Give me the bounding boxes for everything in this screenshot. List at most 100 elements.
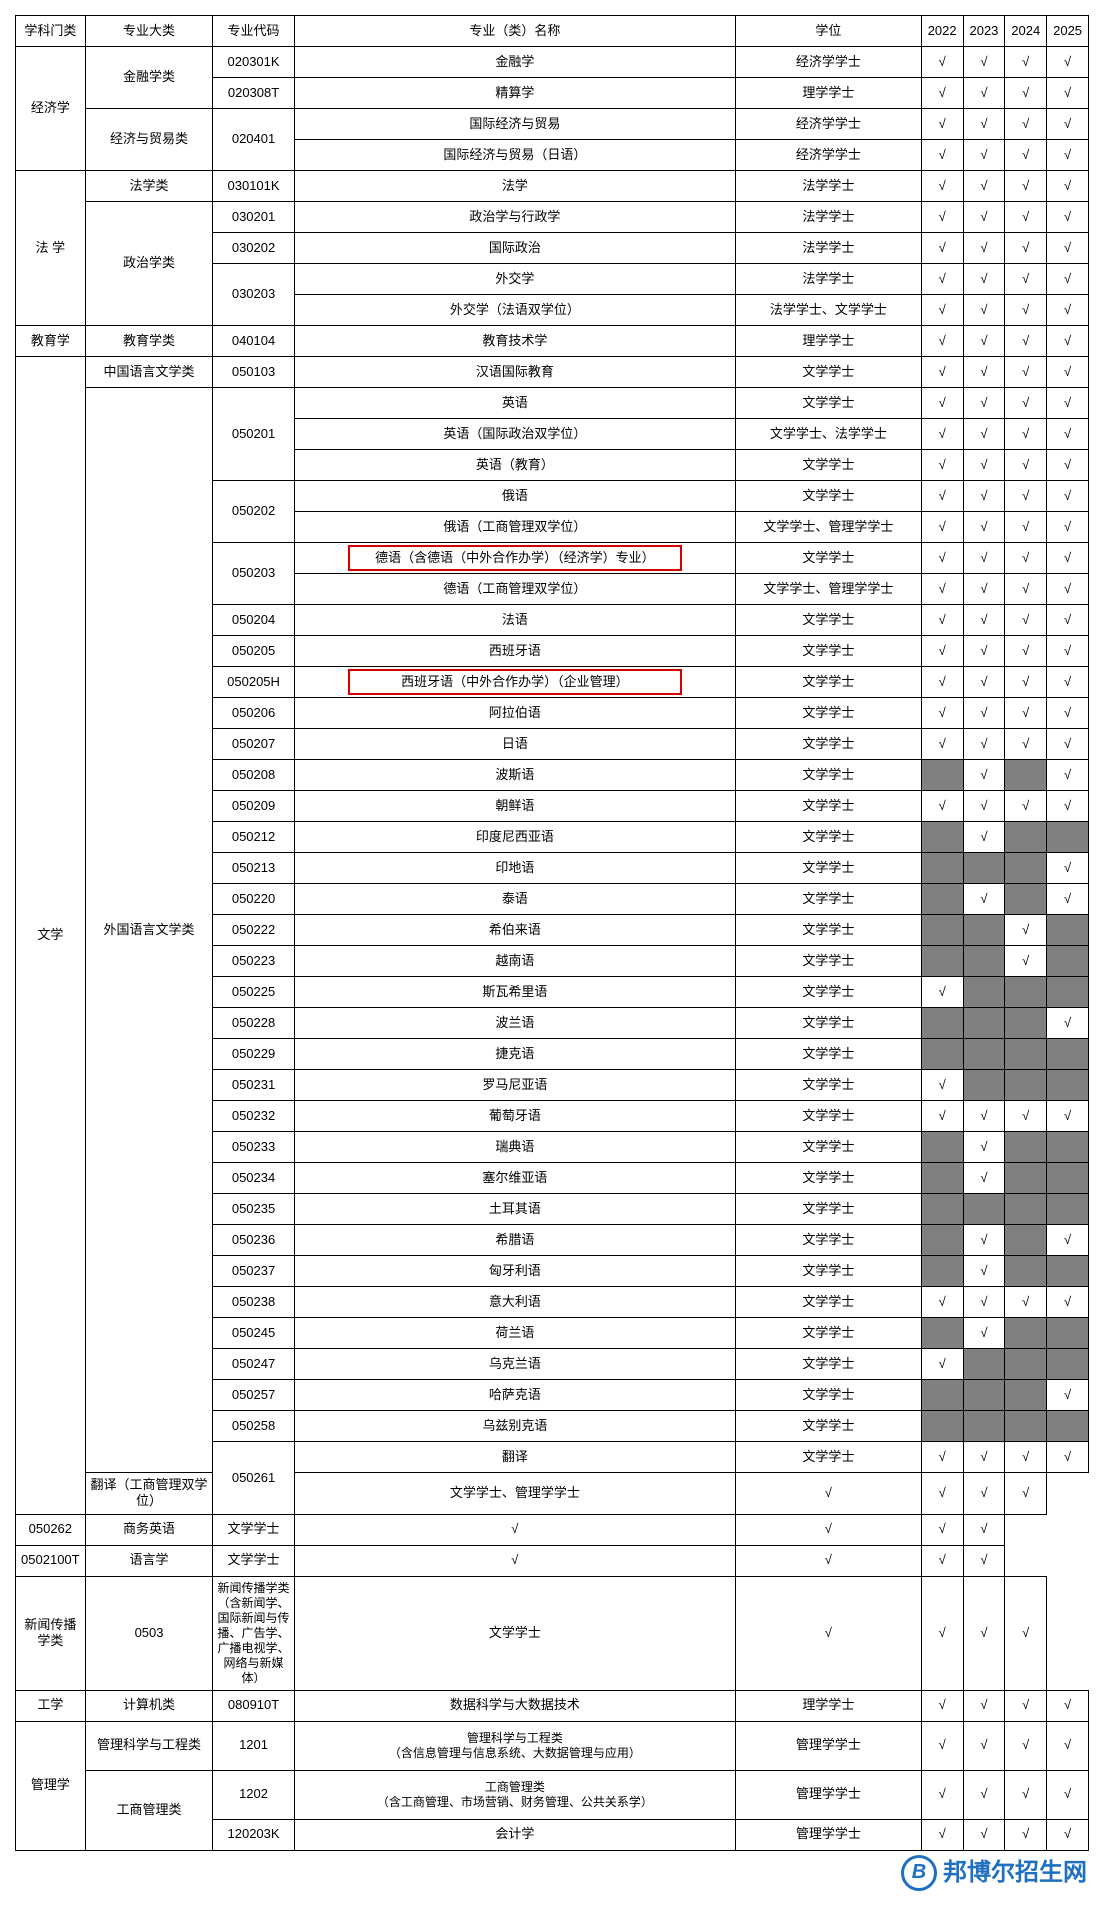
cell-year [1047, 326, 1089, 357]
cell-year [921, 109, 963, 140]
cell-year [1047, 47, 1089, 78]
col-major-cat: 专业大类 [85, 16, 213, 47]
cell-major-name: 越南语 [294, 946, 735, 977]
cell-major-name: 新闻传播学类（含新闻学、国际新闻与传播、广告学、广播电视学、网络与新媒体） [213, 1576, 294, 1690]
cell-major-cat: 金融学类 [85, 47, 213, 109]
cell-degree: 文学学士 [735, 698, 921, 729]
cell-year [921, 1132, 963, 1163]
cell-year [1005, 78, 1047, 109]
cell-year [1047, 1770, 1089, 1819]
cell-code: 050103 [213, 357, 294, 388]
cell-code: 0502100T [16, 1545, 86, 1576]
cell-year [735, 1473, 921, 1515]
cell-code: 050223 [213, 946, 294, 977]
cell-code: 050237 [213, 1256, 294, 1287]
cell-year [1047, 109, 1089, 140]
majors-table: 学科门类 专业大类 专业代码 专业（类）名称 学位 2022 2023 2024… [15, 15, 1089, 1851]
cell-year [1047, 1225, 1089, 1256]
cell-code: 050245 [213, 1318, 294, 1349]
cell-year [1005, 1411, 1047, 1442]
cell-year [963, 667, 1005, 698]
cell-year [1047, 1256, 1089, 1287]
table-row: 工学计算机类080910T数据科学与大数据技术理学学士 [16, 1690, 1089, 1721]
cell-year [963, 1318, 1005, 1349]
cell-major-cat: 法学类 [85, 171, 213, 202]
cell-major-name: 工商管理类（含工商管理、市场营销、财务管理、公共关系学） [294, 1770, 735, 1819]
cell-year [963, 1473, 1005, 1515]
cell-year [963, 977, 1005, 1008]
cell-year [921, 1442, 963, 1473]
cell-major-name: 国际经济与贸易（日语） [294, 140, 735, 171]
cell-year [963, 574, 1005, 605]
cell-year [1047, 388, 1089, 419]
cell-year [921, 946, 963, 977]
cell-year [963, 481, 1005, 512]
cell-discipline: 管理学 [16, 1721, 86, 1850]
cell-year [921, 1770, 963, 1819]
cell-code: 020401 [213, 109, 294, 171]
cell-major-name: 会计学 [294, 1819, 735, 1850]
col-2025: 2025 [1047, 16, 1089, 47]
cell-year [963, 264, 1005, 295]
table-row: 工商管理类1202工商管理类（含工商管理、市场营销、财务管理、公共关系学）管理学… [16, 1770, 1089, 1819]
cell-year [921, 729, 963, 760]
cell-year [921, 450, 963, 481]
cell-year [1047, 605, 1089, 636]
cell-year [963, 853, 1005, 884]
cell-year [1047, 1318, 1089, 1349]
cell-code: 050236 [213, 1225, 294, 1256]
cell-year [1005, 233, 1047, 264]
cell-degree: 理学学士 [735, 78, 921, 109]
cell-code: 050233 [213, 1132, 294, 1163]
cell-code: 030202 [213, 233, 294, 264]
cell-code: 050257 [213, 1380, 294, 1411]
cell-year [963, 1442, 1005, 1473]
table-body: 经济学金融学类020301K金融学经济学学士020308T精算学理学学士经济与贸… [16, 47, 1089, 1851]
cell-code: 050207 [213, 729, 294, 760]
cell-year [921, 1721, 963, 1770]
cell-year [963, 1411, 1005, 1442]
cell-major-name: 西班牙语 [294, 636, 735, 667]
cell-year [1047, 1008, 1089, 1039]
cell-major-name: 数据科学与大数据技术 [294, 1690, 735, 1721]
cell-major-name: 英语 [294, 388, 735, 419]
cell-degree: 文学学士 [735, 1163, 921, 1194]
cell-major-name: 金融学 [294, 47, 735, 78]
cell-year [921, 977, 963, 1008]
cell-year [963, 1039, 1005, 1070]
cell-code: 030101K [213, 171, 294, 202]
table-row: 新闻传播学类0503新闻传播学类（含新闻学、国际新闻与传播、广告学、广播电视学、… [16, 1576, 1089, 1690]
cell-major-name: 俄语（工商管理双学位） [294, 512, 735, 543]
cell-year [1047, 915, 1089, 946]
cell-major-name: 俄语 [294, 481, 735, 512]
cell-year [1005, 326, 1047, 357]
cell-year [1005, 1819, 1047, 1850]
cell-year [921, 884, 963, 915]
cell-year [921, 171, 963, 202]
cell-year [294, 1514, 735, 1545]
cell-discipline: 工学 [16, 1690, 86, 1721]
cell-degree: 法学学士 [735, 171, 921, 202]
cell-year [921, 140, 963, 171]
cell-year [963, 1287, 1005, 1318]
cell-year [1047, 698, 1089, 729]
cell-year [921, 915, 963, 946]
cell-year [963, 1349, 1005, 1380]
cell-major-name: 外交学（法语双学位） [294, 295, 735, 326]
cell-degree: 法学学士 [735, 233, 921, 264]
cell-major-name: 朝鲜语 [294, 791, 735, 822]
cell-year [1005, 1576, 1047, 1690]
cell-year [921, 605, 963, 636]
cell-major-name: 翻译 [294, 1442, 735, 1473]
cell-code: 050202 [213, 481, 294, 543]
cell-code: 050262 [16, 1514, 86, 1545]
cell-year [963, 78, 1005, 109]
cell-degree: 文学学士 [735, 977, 921, 1008]
cell-major-name: 商务英语 [85, 1514, 213, 1545]
cell-year [963, 636, 1005, 667]
cell-year [921, 202, 963, 233]
cell-year [921, 1349, 963, 1380]
cell-year [963, 450, 1005, 481]
cell-year [963, 1256, 1005, 1287]
cell-year [1005, 1473, 1047, 1515]
